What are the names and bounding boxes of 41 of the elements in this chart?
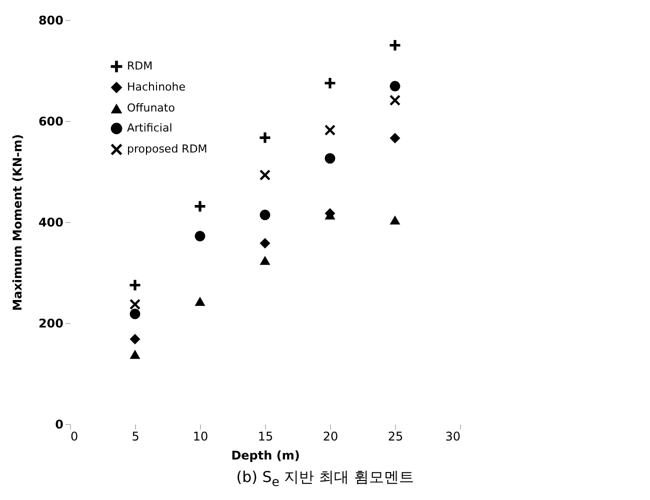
point [130,299,140,310]
legend-label: proposed RDM [127,142,208,156]
x-tick-label: 15 [258,430,274,444]
point [390,95,400,106]
x-tick-label: 0 [70,430,78,444]
x-tick-label: 5 [132,430,140,444]
point [194,201,206,212]
y-tick-label: 0 [55,418,64,432]
point [130,350,140,359]
x-tick-label: 25 [388,430,404,444]
point [130,334,140,344]
legend-label: RDM [127,60,153,72]
y-axis-title: Maximum Moment (KN-m) [10,134,24,311]
x-tick-label: 10 [192,430,208,444]
point [324,124,336,136]
point [260,256,270,265]
point [390,80,400,92]
point [260,170,270,180]
point [130,308,140,320]
y-tick-label: 400 [38,216,64,230]
point [194,296,206,306]
y-tick-label: 600 [38,114,64,128]
x-tick-label: 30 [445,430,460,444]
x-axis-title: Depth (m) [231,448,300,462]
point [130,280,140,290]
point [324,153,336,164]
point [260,210,270,220]
point [260,238,270,248]
y-tick-label: 200 [38,316,64,330]
point [260,132,270,143]
legend-label: Artificial [127,122,172,134]
legend-label: Offunato [127,102,176,114]
x-tick-label: 20 [322,430,338,444]
y-tick-label: 800 [38,14,64,28]
point [390,132,400,144]
point [324,78,336,88]
legend-label: Hachinohe [127,80,186,94]
point [390,40,400,50]
text: (b) S$_{e}$ 지반 최대 휨모멘트 [235,468,415,489]
point [390,215,400,225]
point [194,230,206,242]
